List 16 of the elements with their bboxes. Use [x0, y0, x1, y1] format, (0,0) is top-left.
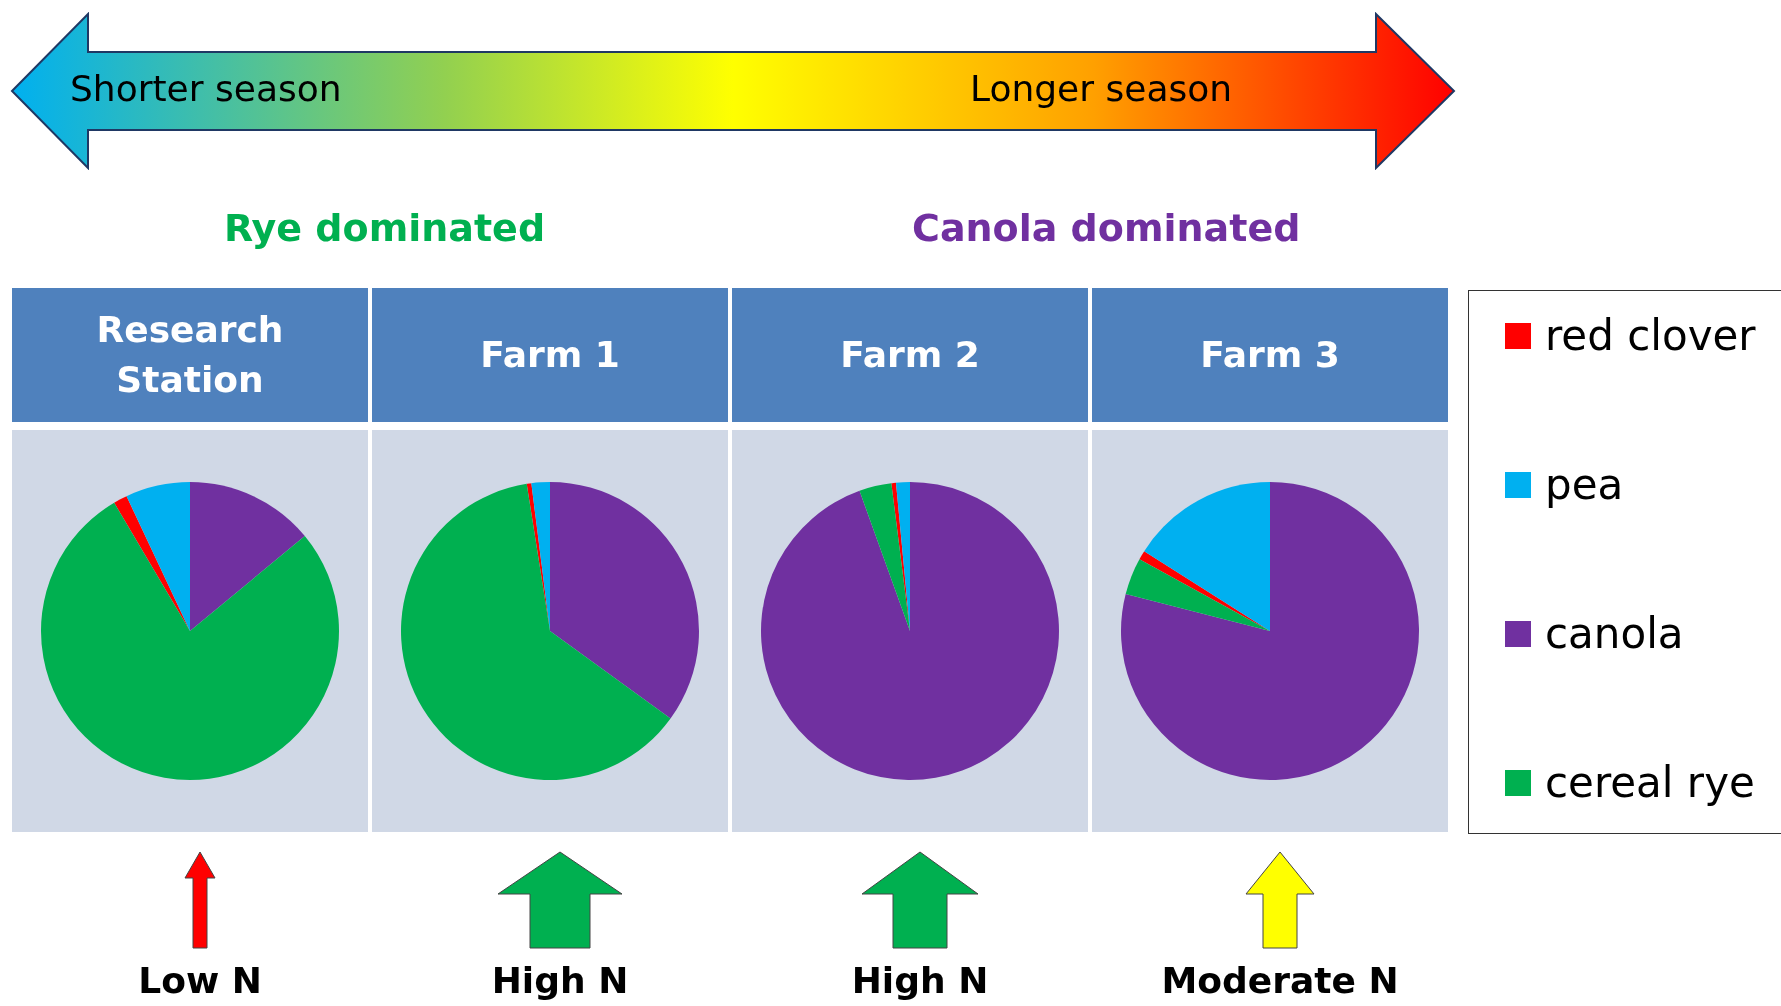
- text: Canola dominated: [912, 206, 1301, 250]
- text: Low N: [137, 960, 263, 1001]
- text: Moderate N: [1160, 960, 1400, 1001]
- legend-label: pea: [1545, 460, 1624, 509]
- text: Longer season: [970, 68, 1233, 109]
- text: Farm 3: [1092, 288, 1448, 422]
- legend-label: cereal rye: [1545, 758, 1755, 807]
- text: High N: [490, 960, 630, 1001]
- text: Rye dominated: [224, 206, 546, 250]
- chart-title: Farm 2: [732, 288, 1088, 422]
- chart-title: Research Station: [12, 288, 368, 422]
- legend-label: red clover: [1545, 311, 1756, 360]
- text: Shorter season: [70, 68, 342, 109]
- legend-label: canola: [1545, 609, 1684, 658]
- text: High N: [850, 960, 990, 1001]
- chart-title: Farm 1: [372, 288, 728, 422]
